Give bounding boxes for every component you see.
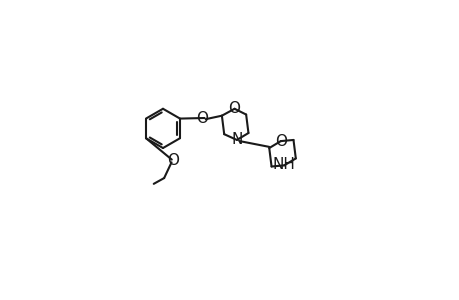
- Text: O: O: [167, 153, 179, 168]
- Text: O: O: [196, 110, 208, 125]
- Text: NH: NH: [272, 157, 295, 172]
- Text: O: O: [274, 134, 286, 148]
- Text: N: N: [231, 132, 242, 147]
- Text: O: O: [228, 101, 240, 116]
